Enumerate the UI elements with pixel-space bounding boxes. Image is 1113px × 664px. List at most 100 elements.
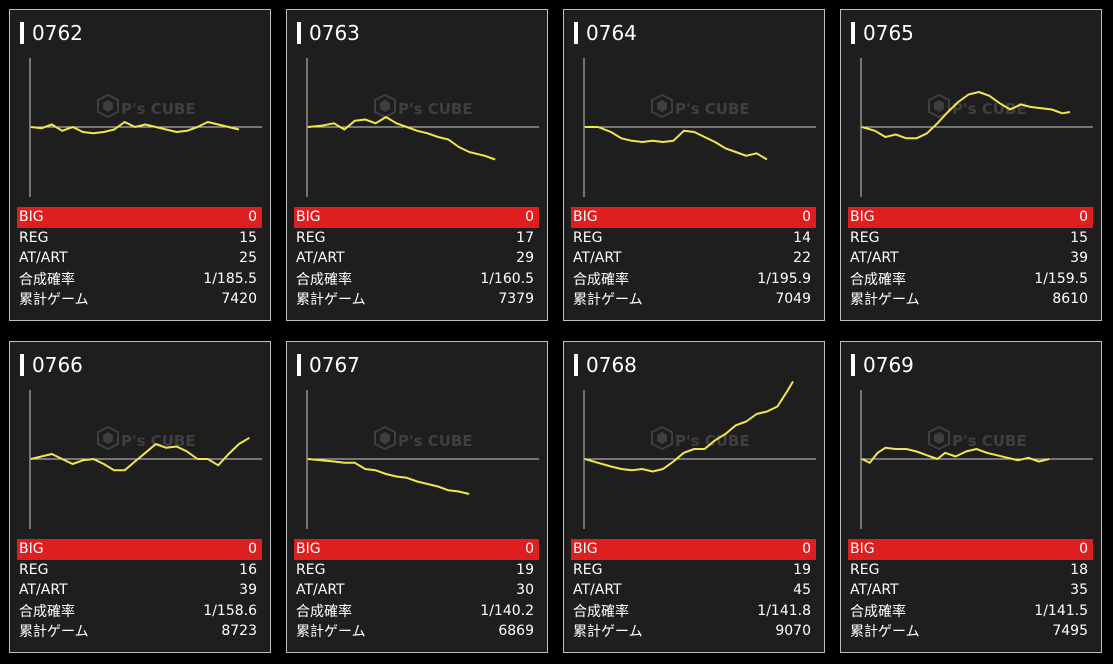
stat-value: 1/141.8	[757, 602, 811, 619]
stat-label: 累計ゲーム	[850, 624, 920, 641]
combined-probability-row: 合成確率 1/141.5	[848, 601, 1093, 622]
big-count-row: BIG 0	[294, 539, 539, 560]
stat-label: BIG	[573, 541, 598, 558]
stat-value: 0	[525, 209, 534, 226]
stat-label: 累計ゲーム	[573, 292, 643, 309]
stat-label: BIG	[296, 209, 321, 226]
combined-probability-row: 合成確率 1/185.5	[17, 269, 262, 290]
machine-number: 0765	[863, 21, 914, 45]
stat-label: BIG	[850, 209, 875, 226]
stat-label: BIG	[850, 541, 875, 558]
stat-label: REG	[573, 229, 603, 246]
stat-value: 9070	[775, 623, 811, 640]
machine-card[interactable]: 0762 P's CUBE BIG 0 REG 15 AT/ART 25 合成確率 1/185.5…	[9, 9, 271, 321]
header-marker	[20, 22, 24, 44]
stats-table: BIG 0 REG 18 AT/ART 35 合成確率 1/141.5 累計ゲーム 7495	[848, 539, 1093, 642]
stat-label: 合成確率	[19, 603, 75, 620]
header-marker	[297, 354, 301, 376]
stat-value: 35	[1070, 582, 1088, 599]
stat-value: 7420	[221, 291, 257, 308]
stat-value: 0	[1079, 209, 1088, 226]
reg-count-row: REG 17	[294, 228, 539, 249]
slump-line	[861, 91, 1071, 140]
machine-number: 0763	[309, 21, 360, 45]
stat-label: 累計ゲーム	[296, 292, 366, 309]
svg-text:P's CUBE: P's CUBE	[398, 432, 473, 450]
stat-value: 0	[248, 209, 257, 226]
stat-label: REG	[573, 561, 603, 578]
stat-label: REG	[296, 561, 326, 578]
stats-table: BIG 0 REG 14 AT/ART 22 合成確率 1/195.9 累計ゲーム 7049	[571, 207, 816, 310]
stats-table: BIG 0 REG 19 AT/ART 30 合成確率 1/140.2 累計ゲーム 6869	[294, 539, 539, 642]
header-marker	[20, 354, 24, 376]
reg-count-row: REG 15	[17, 228, 262, 249]
stat-value: 1/141.5	[1034, 602, 1088, 619]
stat-label: 合成確率	[296, 603, 352, 620]
svg-text:P's CUBE: P's CUBE	[675, 432, 750, 450]
slump-line	[584, 380, 794, 473]
header-marker	[851, 22, 855, 44]
stat-value: 1/185.5	[203, 270, 257, 287]
reg-count-row: REG 16	[17, 560, 262, 581]
big-count-row: BIG 0	[848, 207, 1093, 228]
svg-text:P's CUBE: P's CUBE	[675, 100, 750, 118]
stats-table: BIG 0 REG 19 AT/ART 45 合成確率 1/141.8 累計ゲーム 9070	[571, 539, 816, 642]
header-marker	[574, 22, 578, 44]
stat-value: 39	[239, 582, 257, 599]
machine-card[interactable]: 0765 P's CUBE BIG 0 REG 15 AT/ART 39 合成確率 1/159.5…	[840, 9, 1102, 321]
total-games-row: 累計ゲーム 7379	[294, 289, 539, 310]
slump-line	[30, 436, 250, 472]
big-count-row: BIG 0	[17, 539, 262, 560]
stat-value: 1/195.9	[757, 270, 811, 287]
machine-card[interactable]: 0764 P's CUBE BIG 0 REG 14 AT/ART 22 合成確率 1/195.9…	[563, 9, 825, 321]
slump-line	[861, 446, 1050, 464]
at-art-count-row: AT/ART 45	[571, 580, 816, 601]
stat-label: AT/ART	[296, 250, 345, 267]
total-games-row: 累計ゲーム 7495	[848, 621, 1093, 642]
machine-number: 0762	[32, 21, 83, 45]
stat-value: 1/158.6	[203, 602, 257, 619]
machine-number: 0766	[32, 353, 83, 377]
stat-value: 0	[248, 541, 257, 558]
stat-value: 6869	[498, 623, 534, 640]
stat-label: AT/ART	[850, 582, 899, 599]
total-games-row: 累計ゲーム 8723	[17, 621, 262, 642]
slump-graph: P's CUBE	[583, 380, 816, 529]
slump-line	[30, 121, 240, 135]
watermark-logo: P's CUBE	[374, 93, 473, 119]
combined-probability-row: 合成確率 1/195.9	[571, 269, 816, 290]
svg-text:P's CUBE: P's CUBE	[952, 100, 1027, 118]
stat-label: AT/ART	[573, 582, 622, 599]
machine-number: 0768	[586, 353, 637, 377]
stat-label: AT/ART	[296, 582, 345, 599]
reg-count-row: REG 14	[571, 228, 816, 249]
watermark-logo: P's CUBE	[651, 425, 750, 451]
slump-line	[585, 126, 768, 161]
svg-text:P's CUBE: P's CUBE	[398, 100, 473, 118]
machine-card[interactable]: 0767 P's CUBE BIG 0 REG 19 AT/ART 30 合成確率 1/140.2…	[286, 341, 548, 653]
stat-label: REG	[19, 229, 49, 246]
combined-probability-row: 合成確率 1/140.2	[294, 601, 539, 622]
machine-card[interactable]: 0769 P's CUBE BIG 0 REG 18 AT/ART 35 合成確率 1/141.5…	[840, 341, 1102, 653]
at-art-count-row: AT/ART 30	[294, 580, 539, 601]
stat-value: 1/159.5	[1034, 270, 1088, 287]
big-count-row: BIG 0	[571, 539, 816, 560]
stat-value: 19	[516, 561, 534, 578]
stat-value: 19	[793, 561, 811, 578]
watermark-logo: P's CUBE	[928, 425, 1027, 451]
machine-card[interactable]: 0768 P's CUBE BIG 0 REG 19 AT/ART 45 合成確率 1/141.8…	[563, 341, 825, 653]
stat-label: 合成確率	[19, 271, 75, 288]
stat-value: 7495	[1052, 623, 1088, 640]
machine-card[interactable]: 0766 P's CUBE BIG 0 REG 16 AT/ART 39 合成確率 1/158.6…	[9, 341, 271, 653]
svg-text:P's CUBE: P's CUBE	[121, 100, 196, 118]
slump-line	[307, 116, 496, 161]
stat-value: 16	[239, 561, 257, 578]
machine-card[interactable]: 0763 P's CUBE BIG 0 REG 17 AT/ART 29 合成確率 1/160.5…	[286, 9, 548, 321]
stat-label: REG	[850, 229, 880, 246]
machine-number: 0764	[586, 21, 637, 45]
slump-graph: P's CUBE	[29, 58, 262, 197]
watermark-logo: P's CUBE	[374, 425, 473, 451]
watermark-logo: P's CUBE	[928, 93, 1027, 119]
stat-value: 30	[516, 582, 534, 599]
combined-probability-row: 合成確率 1/158.6	[17, 601, 262, 622]
